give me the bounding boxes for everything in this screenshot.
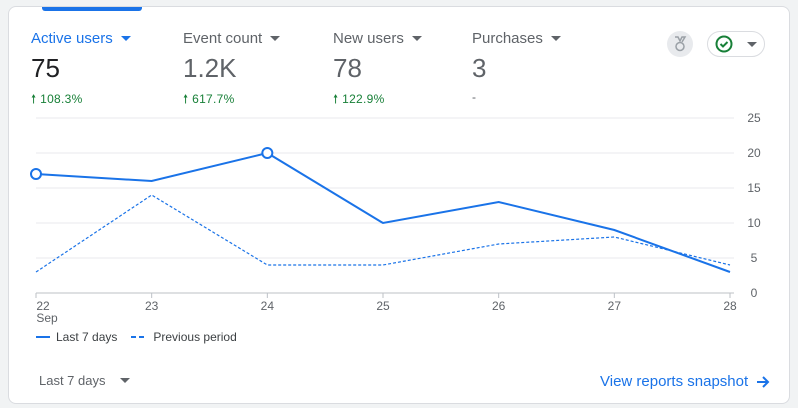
metric-label[interactable]: Active users xyxy=(31,30,131,47)
chevron-down-icon xyxy=(550,36,561,41)
metric-delta: 🠕 617.7% xyxy=(183,90,280,111)
metric-tab-event-count[interactable]: Event count 1.2K 🠕 617.7% xyxy=(183,30,281,111)
delta-value: 617.7% xyxy=(192,92,235,106)
y-tick-label: 15 xyxy=(747,181,761,195)
data-point[interactable] xyxy=(261,147,274,159)
x-tick-label: 24 xyxy=(261,299,275,313)
metric-value: 75 xyxy=(31,53,60,83)
chevron-down-icon xyxy=(270,36,281,41)
check-circle-icon xyxy=(715,35,733,53)
active-tab-indicator xyxy=(42,7,142,11)
chart-legend: Last 7 days Previous period xyxy=(36,330,237,344)
arrow-up-icon: 🠕 xyxy=(31,92,37,106)
date-range-label: Last 7 days xyxy=(39,373,106,388)
metric-delta: 🠕 122.9% xyxy=(333,90,422,111)
metric-label[interactable]: Event count xyxy=(183,30,281,47)
y-tick-label: 5 xyxy=(751,251,758,265)
metric-tab-active-users[interactable]: Active users 75 🠕 108.3% xyxy=(31,30,131,111)
legend-label: Last 7 days xyxy=(56,330,118,344)
x-tick-label: 23 xyxy=(145,299,159,313)
y-tick-label: 10 xyxy=(747,216,761,230)
metric-delta: 🠕 108.3% xyxy=(31,90,131,111)
x-tick-label: 28 xyxy=(723,299,737,313)
series-line-last-7-days xyxy=(35,151,731,273)
metric-name: Active users xyxy=(31,30,113,47)
arrow-right-icon xyxy=(757,375,770,388)
status-dropdown[interactable] xyxy=(707,31,765,57)
y-tick-label: 25 xyxy=(747,111,761,125)
x-tick-label: 22 xyxy=(36,299,50,313)
x-tick-label: 27 xyxy=(608,299,622,313)
line-chart: 0 5 10 15 20 25 22 23 24 25 26 27 28 Sep xyxy=(30,111,761,325)
chevron-down-icon xyxy=(411,36,422,41)
metric-value: 3 xyxy=(472,53,487,83)
medal-icon[interactable] xyxy=(667,31,693,57)
y-tick-label: 0 xyxy=(751,286,758,300)
metric-name: Purchases xyxy=(472,30,543,47)
overview-card xyxy=(8,6,790,404)
metric-value: 1.2K xyxy=(183,53,237,83)
snapshot-label: View reports snapshot xyxy=(600,373,749,390)
metric-value: 78 xyxy=(333,53,362,83)
arrow-up-icon: 🠕 xyxy=(333,92,339,106)
metric-tab-new-users[interactable]: New users 78 🠕 122.9% xyxy=(333,30,422,111)
legend-last-7-days: Last 7 days xyxy=(36,330,117,344)
x-tick-label: 25 xyxy=(376,299,390,313)
metric-delta: - xyxy=(472,90,561,104)
legend-previous-period: Previous period xyxy=(131,330,237,344)
delta-value: 108.3% xyxy=(40,92,83,106)
data-point[interactable] xyxy=(30,168,42,180)
chevron-down-icon xyxy=(120,36,131,41)
x-month-label: Sep xyxy=(36,311,58,325)
metric-label[interactable]: Purchases xyxy=(472,30,561,47)
legend-label: Previous period xyxy=(153,330,237,344)
delta-value: - xyxy=(472,90,477,104)
metric-name: Event count xyxy=(183,30,263,47)
metric-tab-purchases[interactable]: Purchases 3 - xyxy=(472,30,561,104)
delta-value: 122.9% xyxy=(342,92,385,106)
metric-label[interactable]: New users xyxy=(333,30,422,47)
x-tick-label: 26 xyxy=(492,299,506,313)
metric-name: New users xyxy=(333,30,404,47)
view-reports-snapshot-link[interactable]: View reports snapshot xyxy=(600,373,770,390)
chevron-down-icon xyxy=(119,378,130,383)
date-range-dropdown[interactable]: Last 7 days xyxy=(39,373,130,388)
arrow-up-icon: 🠕 xyxy=(183,92,189,106)
chevron-down-icon xyxy=(747,41,757,47)
y-tick-label: 20 xyxy=(747,146,761,160)
